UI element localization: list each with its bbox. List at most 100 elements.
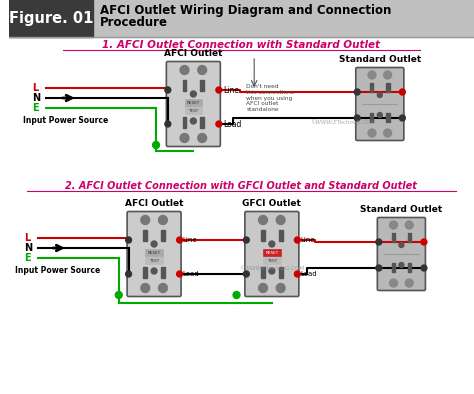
Bar [200,80,204,91]
Text: L: L [25,233,31,243]
Circle shape [216,121,222,127]
Text: Line: Line [182,237,197,243]
Bar [145,257,163,264]
Circle shape [151,241,157,247]
Text: ©WWW.ETechnoG.COM: ©WWW.ETechnoG.COM [239,266,304,271]
Text: 2. AFCI Outlet Connection with GFCI Outlet and Standard Outlet: 2. AFCI Outlet Connection with GFCI Outl… [65,181,418,191]
Circle shape [368,71,376,79]
Circle shape [384,129,392,137]
Circle shape [233,292,240,299]
Circle shape [377,113,382,117]
Circle shape [269,268,275,274]
Bar [263,249,281,256]
Circle shape [198,65,207,74]
Circle shape [294,237,301,243]
Text: RESET: RESET [265,251,279,255]
Circle shape [141,216,150,225]
Circle shape [158,216,167,225]
Text: AFCI Outlet: AFCI Outlet [164,49,223,58]
Bar [392,233,395,242]
Circle shape [294,271,301,277]
Text: AFCI Outlet Wiring Diagram and Connection: AFCI Outlet Wiring Diagram and Connectio… [100,4,392,17]
Text: RESET: RESET [187,100,200,104]
Circle shape [269,241,275,247]
Text: Standard Outlet: Standard Outlet [360,205,443,214]
Text: TEST: TEST [188,108,199,113]
FancyBboxPatch shape [377,217,426,290]
Circle shape [191,118,196,124]
Circle shape [165,87,171,93]
Bar [386,83,390,92]
Circle shape [390,279,398,287]
Circle shape [276,284,285,292]
Bar [263,257,281,264]
Bar [9,0,474,37]
FancyBboxPatch shape [166,61,220,147]
Circle shape [177,271,182,277]
Text: Line: Line [223,85,239,95]
Circle shape [141,284,150,292]
Bar [370,113,374,122]
Bar [184,99,202,106]
Circle shape [376,265,382,271]
Circle shape [400,89,405,95]
Circle shape [405,221,413,229]
Circle shape [377,93,382,97]
Text: Don't need
this connections
when you using
AFCI outlet
standalone: Don't need this connections when you usi… [246,84,294,112]
Bar [408,233,411,242]
Bar [386,113,390,122]
Circle shape [399,242,404,247]
Circle shape [165,121,171,127]
Circle shape [354,89,360,95]
Circle shape [421,239,427,245]
Bar [408,263,411,272]
FancyBboxPatch shape [356,67,404,141]
Circle shape [151,268,157,274]
Text: TEST: TEST [149,258,159,262]
Bar [261,230,265,241]
Bar [143,230,147,241]
Circle shape [153,141,159,149]
Bar [261,267,265,278]
Circle shape [158,284,167,292]
Text: E: E [32,103,39,113]
Text: L: L [32,83,39,93]
Circle shape [115,292,122,299]
Circle shape [126,237,131,243]
Circle shape [421,265,427,271]
Text: Load: Load [223,119,241,128]
Text: E: E [25,253,31,263]
Circle shape [126,271,131,277]
Text: N: N [32,93,41,103]
Circle shape [191,91,196,97]
Circle shape [376,239,382,245]
Text: TEST: TEST [267,258,277,262]
Bar [143,267,147,278]
Bar [161,267,165,278]
Circle shape [180,65,189,74]
Circle shape [405,279,413,287]
Bar [279,230,283,241]
Circle shape [243,271,249,277]
Bar [182,117,186,128]
Bar [161,230,165,241]
Circle shape [368,129,376,137]
Bar [182,80,186,91]
Text: N: N [25,243,33,253]
Circle shape [384,71,392,79]
Text: Load: Load [182,271,199,277]
Text: Line: Line [301,237,315,243]
Text: Figure. 01: Figure. 01 [9,11,93,26]
Circle shape [259,284,267,292]
Text: GFCI Outlet: GFCI Outlet [242,199,301,208]
Text: Load: Load [301,271,317,277]
Text: 1. AFCI Outlet Connection with Standard Outlet: 1. AFCI Outlet Connection with Standard … [102,40,381,50]
Circle shape [198,134,207,143]
Circle shape [180,134,189,143]
Circle shape [177,237,182,243]
Text: Procedure: Procedure [100,16,168,29]
Text: Standard Outlet: Standard Outlet [338,55,421,64]
Bar [184,107,202,114]
Circle shape [354,115,360,121]
FancyBboxPatch shape [127,212,181,297]
